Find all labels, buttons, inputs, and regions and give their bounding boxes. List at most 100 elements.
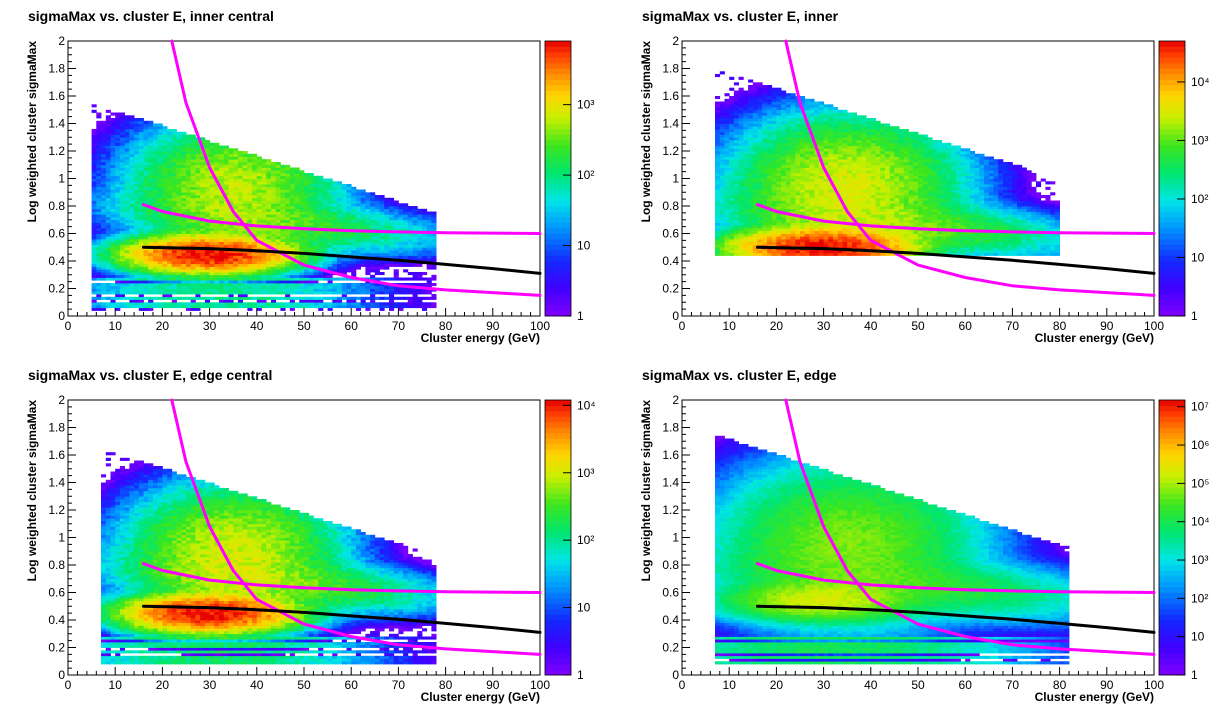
density-cell [776, 170, 782, 174]
density-cell [743, 123, 749, 127]
density-cell [186, 140, 192, 144]
density-cell [181, 277, 187, 281]
density-cell [384, 239, 390, 243]
density-cell [143, 164, 149, 168]
density-cell [186, 222, 192, 226]
density-cell [308, 189, 314, 193]
density-cell [171, 291, 177, 295]
density-cell [280, 186, 286, 190]
density-cell [346, 217, 352, 221]
density-cell [110, 192, 116, 196]
density-cell [431, 277, 437, 281]
density-cell [365, 307, 371, 311]
density-cell [214, 151, 220, 155]
density-cell [143, 170, 149, 174]
density-cell [379, 206, 385, 210]
density-cell [767, 107, 773, 111]
density-cell [115, 233, 121, 237]
density-cell [101, 222, 107, 226]
density-cell [167, 145, 173, 149]
density-cell [743, 120, 749, 124]
density-cell [134, 274, 140, 278]
density-cell [729, 236, 735, 240]
density-cell [256, 192, 262, 196]
density-cell [724, 186, 730, 190]
density-cell [115, 307, 121, 311]
density-cell [162, 230, 168, 234]
density-cell [119, 252, 125, 256]
density-cell [195, 305, 201, 309]
density-cell [143, 206, 149, 210]
density-cell [412, 291, 418, 295]
density-cell [190, 305, 196, 309]
density-cell [724, 134, 730, 138]
density-cell [162, 153, 168, 157]
density-cell [115, 288, 121, 292]
density-cell [190, 230, 196, 234]
density-cell [384, 217, 390, 221]
density-cell [110, 266, 116, 270]
density-cell [365, 261, 371, 265]
color-step [545, 134, 571, 141]
density-cell [105, 192, 111, 196]
density-cell [748, 164, 754, 168]
density-cell [162, 192, 168, 196]
density-cell [228, 285, 234, 289]
density-cell [171, 280, 177, 284]
density-cell [733, 189, 739, 193]
density-cell [138, 167, 144, 171]
density-cell [275, 189, 281, 193]
density-cell [785, 140, 791, 144]
density-cell [785, 206, 791, 210]
color-step [545, 74, 571, 80]
density-cell [247, 219, 253, 223]
density-cell [119, 247, 125, 251]
density-cell [256, 247, 262, 251]
density-cell [733, 233, 739, 237]
density-cell [271, 230, 277, 234]
density-cell [200, 233, 206, 237]
density-cell [115, 222, 121, 226]
y-tick-label: 0.2 [48, 282, 65, 296]
density-cell [219, 225, 225, 229]
density-cell [200, 291, 206, 295]
density-cell [171, 186, 177, 190]
density-cell [715, 241, 721, 245]
density-cell [162, 175, 168, 179]
density-cell [214, 305, 220, 309]
density-cell [228, 184, 234, 188]
density-cell [200, 200, 206, 204]
density-cell [242, 156, 248, 160]
density-cell [752, 104, 758, 108]
density-cell [724, 252, 730, 256]
density-cell [767, 211, 773, 215]
density-cell [129, 288, 135, 292]
density-cell [398, 244, 404, 248]
density-cell [247, 277, 253, 281]
density-cell [370, 197, 376, 201]
density-cell [181, 296, 187, 300]
density-cell [785, 134, 791, 138]
density-cell [752, 252, 758, 256]
density-cell [176, 137, 182, 141]
density-cell [214, 296, 220, 300]
density-cell [237, 302, 243, 306]
density-cell [181, 274, 187, 278]
density-cell [757, 167, 763, 171]
density-cell [715, 192, 721, 196]
density-cell [351, 208, 357, 212]
density-cell [422, 236, 428, 240]
density-cell [256, 288, 262, 292]
density-cell [781, 173, 787, 177]
density-cell [785, 225, 791, 229]
y-tick-label: 1.4 [48, 117, 65, 131]
density-cell [138, 222, 144, 226]
density-cell [776, 181, 782, 185]
density-cell [129, 305, 135, 309]
density-cell [308, 255, 314, 259]
density-cell [110, 250, 116, 254]
density-cell [223, 153, 229, 157]
density-cell [124, 167, 130, 171]
density-cell [176, 263, 182, 267]
density-cell [294, 178, 300, 182]
